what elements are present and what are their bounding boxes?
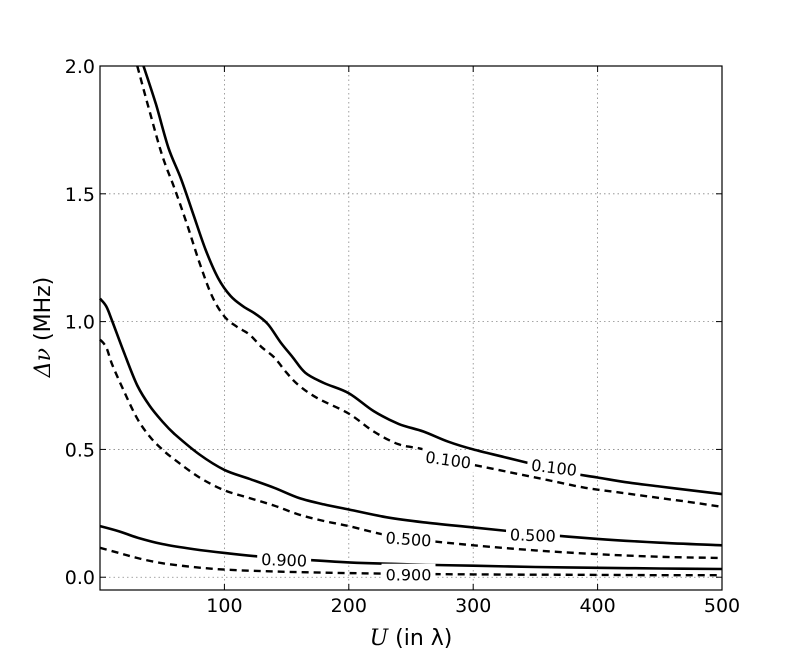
series-line-solid-0.500 (98, 297, 723, 547)
x-axis-label: U (in λ) (370, 626, 453, 651)
y-tick-label: 0.0 (65, 567, 95, 589)
x-tick-label: 400 (579, 595, 615, 617)
y-tick-label: 0.5 (65, 439, 95, 461)
contour-label-bg (381, 563, 436, 584)
contour-label-group: 0.900 (381, 563, 436, 585)
contour-label-group: 0.900 (256, 547, 312, 571)
contour-label-bg (505, 523, 561, 545)
x-tick-label: 200 (331, 595, 367, 617)
y-tick-label: 1.0 (65, 312, 95, 334)
y-tick-label: 2.0 (65, 56, 95, 78)
series-line-dashed-0.900 (99, 546, 722, 577)
contour-label: 0.900 (261, 550, 307, 571)
contour-label: 0.500 (385, 528, 432, 550)
axis-ticks: 100 200 300 400 500 0.0 0.5 1.0 1.5 2.0 (65, 56, 740, 617)
contour-label-group: 0.500 (380, 526, 437, 550)
y-axis-label: Δν (MHz) (31, 277, 56, 379)
x-tick-label: 500 (704, 595, 740, 617)
x-tick-label: 300 (455, 595, 491, 617)
contour-label: 0.500 (510, 525, 556, 546)
series-group (98, 65, 723, 577)
series-line-solid-0.100 (142, 65, 723, 496)
contour-label-group: 0.500 (505, 523, 561, 546)
contour-label: 0.900 (386, 566, 432, 585)
contour-label-bg (256, 547, 312, 570)
contour-label-bg (380, 526, 437, 550)
x-tick-label: 100 (206, 595, 242, 617)
series-line-dashed-0.100 (136, 65, 723, 509)
grid-lines (100, 65, 723, 590)
contour-label-bg (420, 444, 477, 473)
plot-frame (99, 65, 723, 591)
contour-label-bg (526, 453, 583, 480)
y-tick-label: 1.5 (65, 184, 95, 206)
series-line-dashed-0.500 (99, 338, 723, 560)
